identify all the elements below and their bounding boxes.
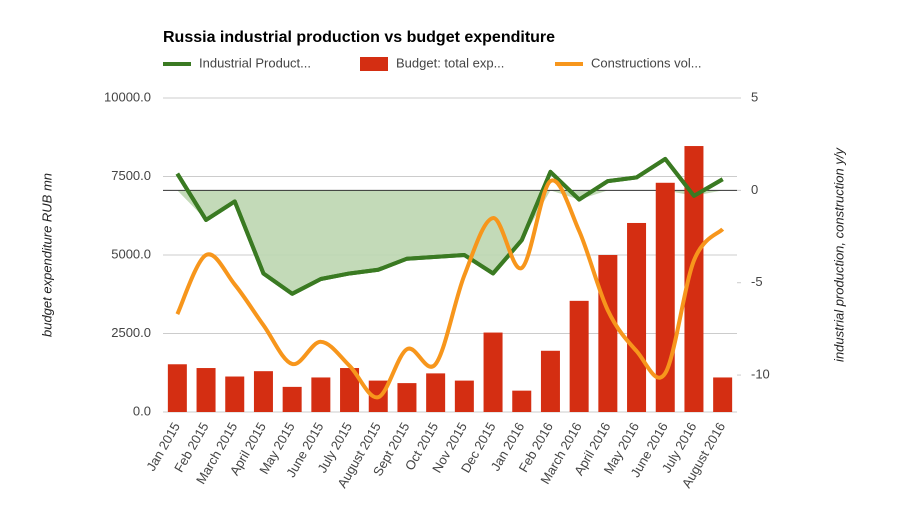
legend-label: Constructions vol... [591, 55, 702, 70]
legend-swatch [360, 57, 388, 71]
bar [253, 371, 273, 412]
y2-tick-label: 5 [751, 89, 758, 104]
chart-title: Russia industrial production vs budget e… [163, 29, 555, 46]
bar [627, 222, 647, 412]
y-tick-label: 2500.0 [111, 325, 151, 340]
y-axis-title: budget expenditure RUB mn [39, 173, 54, 337]
bar [397, 383, 417, 412]
area-fill [177, 190, 723, 294]
bar [196, 368, 216, 412]
y2-tick-label: -5 [751, 274, 763, 289]
bar [540, 350, 560, 412]
bar [426, 373, 446, 412]
bar [684, 146, 704, 413]
y2-tick-label: 0 [751, 182, 758, 197]
y2-axis-title: industrial production, construction y/y [831, 147, 846, 362]
y2-tick-label: -10 [751, 366, 770, 381]
bar [454, 380, 474, 412]
y-tick-label: 10000.0 [104, 89, 151, 104]
y-tick-label: 0.0 [133, 403, 151, 418]
legend-label: Budget: total exp... [396, 55, 504, 70]
bar [569, 300, 589, 412]
bar [282, 386, 302, 412]
series-line-top [175, 156, 724, 296]
bar [167, 364, 187, 412]
bar [713, 377, 733, 412]
bar [225, 376, 245, 412]
bar [512, 390, 532, 412]
legend-label: Industrial Product... [199, 55, 311, 70]
bar [598, 255, 618, 412]
y-tick-label: 7500.0 [111, 168, 151, 183]
bar [340, 368, 360, 412]
bar [483, 332, 503, 412]
series-line [175, 178, 725, 400]
y-tick-label: 5000.0 [111, 246, 151, 261]
bar [311, 377, 331, 412]
